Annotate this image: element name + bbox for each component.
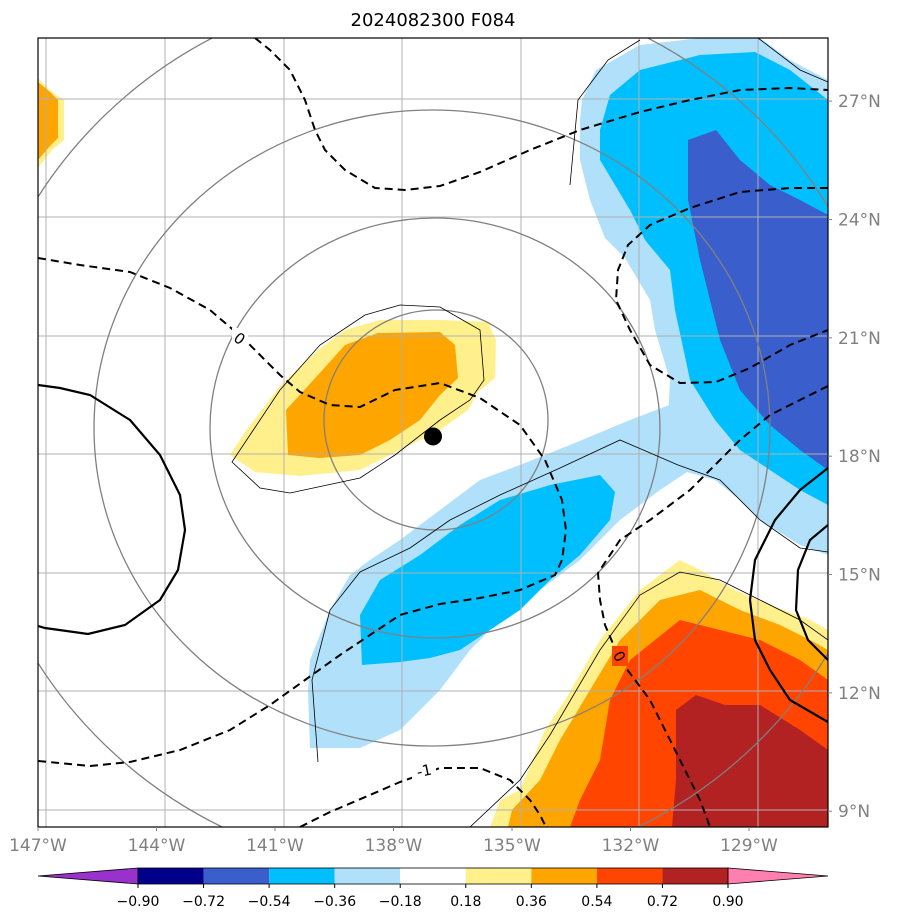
colorbar-tick-label: −0.18 [379,894,422,910]
positive-anomaly-lower-darkred [672,695,828,827]
x-axis: 147°W 144°W 141°W 138°W 135°W 132°W 129°W [9,827,778,856]
x-tick-label: 138°W [365,836,423,856]
colorbar-segment [269,868,335,884]
colorbar-tick-label: −0.36 [313,894,356,910]
x-tick-label: 129°W [720,836,778,856]
colorbar-tick-label: 0.36 [516,894,547,910]
colorbar-extend-high [727,867,829,885]
colorbar-outline [137,867,729,885]
y-tick-label: 24°N [838,210,881,230]
positive-anomaly-edge-core [38,82,58,160]
y-tick-label: 15°N [838,566,881,586]
colorbar-segment [662,868,728,884]
colorbar-tick-label: 0.90 [712,894,743,910]
colorbar-segment [334,868,401,884]
y-tick-label: 21°N [838,329,881,349]
shading-outlines [231,38,828,827]
colorbar-segment [203,868,270,884]
x-tick-label: 141°W [246,836,304,856]
x-tick-label: 132°W [602,836,660,856]
colorbar-segment [596,868,663,884]
colorbar-tick-label: −0.90 [117,894,160,910]
x-tick-label: 144°W [128,836,186,856]
y-tick-label: 12°N [838,684,881,704]
colorbar-segment [138,868,204,884]
colorbar-tick-label: 0.18 [450,894,481,910]
colorbar-segment [465,868,532,884]
y-tick-label: 27°N [838,92,881,112]
colorbar-tick-label: −0.72 [182,894,225,910]
negative-anomaly-medium [360,475,615,665]
colorbar-tick-label: −0.54 [248,894,291,910]
x-tick-label: 135°W [483,836,541,856]
y-axis: 9°N 12°N 15°N 18°N 21°N 24°N 27°N [828,92,881,822]
colorbar-extend-low [37,867,139,885]
colorbar: −0.90 −0.72 −0.54 −0.36 −0.18 0.18 0.36 0.54 0.7… [37,867,829,910]
plot-area: 0 0 -1 [38,38,828,827]
contour-labels: 0 0 -1 [230,328,629,781]
contour-label: -1 [415,761,433,782]
pressure-contours [38,38,828,827]
dashed-contours [38,38,828,827]
plot-frame [37,37,829,828]
storm-center-marker [424,427,442,446]
colorbar-tick-label: 0.54 [581,894,612,910]
positive-anomaly-orange [286,332,458,458]
y-tick-label: 9°N [838,802,870,822]
x-tick-label: 147°W [9,836,67,856]
colorbar-tick-label: 0.72 [647,894,678,910]
chart-title: 2024082300 F084 [351,10,516,31]
y-tick-label: 18°N [838,447,881,467]
solid-contours [38,383,828,723]
colorbar-segment [531,868,597,884]
colorbar-segment [400,868,466,884]
